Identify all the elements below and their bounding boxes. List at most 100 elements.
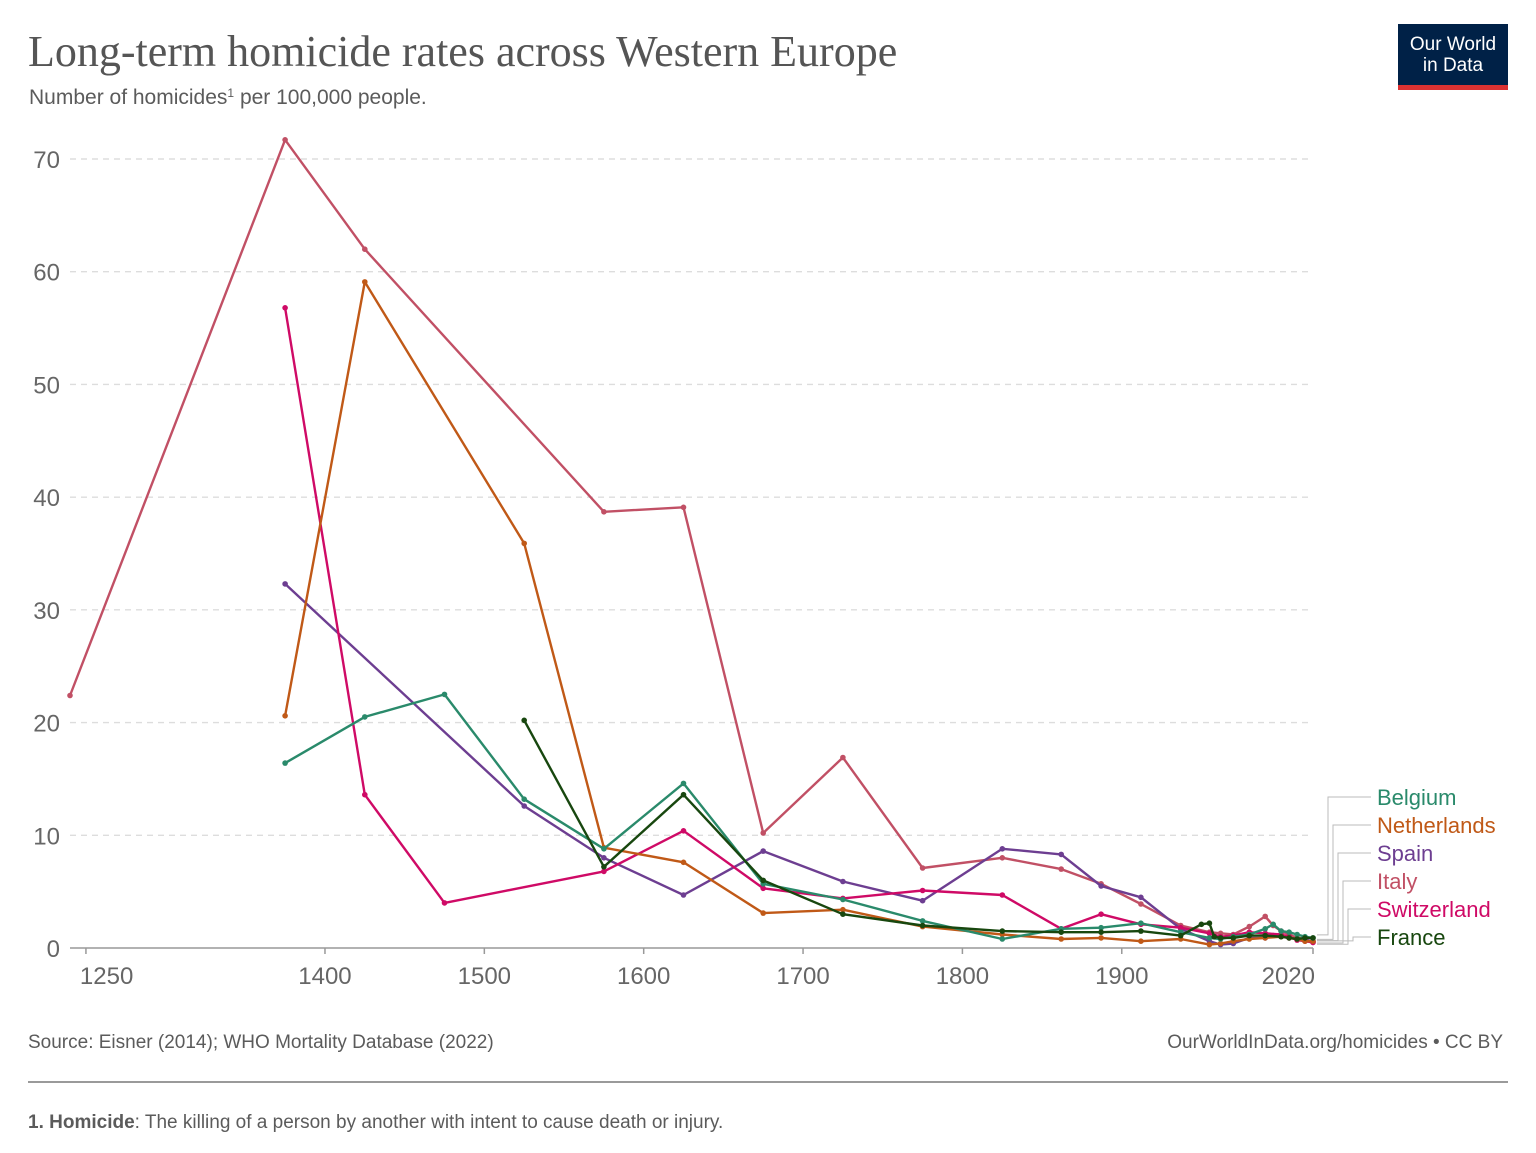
series-belgium[interactable] bbox=[282, 691, 1316, 942]
data-point[interactable] bbox=[1246, 932, 1253, 939]
data-point[interactable] bbox=[840, 906, 846, 913]
data-point[interactable] bbox=[680, 504, 687, 511]
series-netherlands[interactable] bbox=[282, 279, 1316, 948]
data-point[interactable] bbox=[1098, 883, 1104, 889]
data-point[interactable] bbox=[1211, 933, 1217, 940]
data-point[interactable] bbox=[1098, 935, 1104, 941]
data-point[interactable] bbox=[1138, 938, 1144, 944]
subtitle-footnote-marker[interactable]: 1 bbox=[227, 86, 235, 100]
data-point[interactable] bbox=[441, 691, 448, 698]
data-point[interactable] bbox=[282, 581, 288, 587]
data-point[interactable] bbox=[1098, 911, 1104, 917]
data-point[interactable] bbox=[999, 855, 1006, 861]
data-point[interactable] bbox=[840, 878, 846, 885]
data-point[interactable] bbox=[840, 754, 846, 761]
data-point[interactable] bbox=[1098, 924, 1104, 931]
data-point[interactable] bbox=[1206, 930, 1213, 937]
data-point[interactable] bbox=[601, 846, 607, 852]
data-point[interactable] bbox=[362, 279, 368, 285]
data-point[interactable] bbox=[1262, 932, 1268, 939]
data-point[interactable] bbox=[1206, 935, 1213, 941]
legend-label-italy[interactable]: Italy bbox=[1377, 869, 1417, 894]
data-point[interactable] bbox=[362, 791, 368, 798]
data-point[interactable] bbox=[1138, 894, 1144, 901]
data-point[interactable] bbox=[601, 509, 607, 515]
series-france[interactable] bbox=[521, 717, 1316, 942]
data-point[interactable] bbox=[282, 760, 288, 766]
legend-label-netherlands[interactable]: Netherlands bbox=[1377, 813, 1496, 838]
data-point[interactable] bbox=[282, 137, 288, 143]
data-point[interactable] bbox=[1198, 921, 1205, 928]
data-point[interactable] bbox=[1177, 932, 1184, 939]
data-point[interactable] bbox=[282, 305, 288, 311]
data-point[interactable] bbox=[1058, 866, 1064, 872]
series-line[interactable] bbox=[523, 719, 1313, 941]
data-point[interactable] bbox=[680, 828, 687, 834]
legend-label-belgium[interactable]: Belgium bbox=[1377, 785, 1456, 810]
data-point[interactable] bbox=[1217, 940, 1224, 947]
data-point[interactable] bbox=[601, 855, 607, 861]
data-point[interactable] bbox=[1058, 851, 1064, 858]
series-line[interactable] bbox=[284, 693, 1314, 941]
data-point[interactable] bbox=[919, 887, 926, 894]
data-point[interactable] bbox=[521, 540, 527, 547]
data-point[interactable] bbox=[1217, 935, 1224, 941]
owid-logo[interactable]: Our World in Data bbox=[1398, 24, 1508, 90]
data-point[interactable] bbox=[760, 830, 766, 836]
data-point[interactable] bbox=[1206, 920, 1213, 926]
data-point[interactable] bbox=[1278, 933, 1284, 940]
data-point[interactable] bbox=[362, 714, 368, 720]
credit-link[interactable]: OurWorldInData.org/homicides • CC BY bbox=[1167, 1032, 1503, 1053]
data-point[interactable] bbox=[760, 910, 766, 916]
data-point[interactable] bbox=[999, 846, 1006, 852]
data-point[interactable] bbox=[1294, 936, 1300, 942]
data-point[interactable] bbox=[1278, 928, 1284, 934]
data-point[interactable] bbox=[1294, 931, 1300, 938]
data-point[interactable] bbox=[680, 780, 687, 787]
data-point[interactable] bbox=[919, 922, 926, 929]
series-line[interactable] bbox=[283, 280, 1313, 946]
data-point[interactable] bbox=[1098, 929, 1104, 935]
data-point[interactable] bbox=[1138, 901, 1144, 907]
data-point[interactable] bbox=[441, 900, 448, 906]
data-point[interactable] bbox=[760, 877, 766, 884]
data-point[interactable] bbox=[840, 911, 846, 917]
series-italy[interactable] bbox=[67, 137, 1316, 946]
data-point[interactable] bbox=[1302, 935, 1308, 941]
data-point[interactable] bbox=[601, 868, 607, 875]
data-point[interactable] bbox=[1230, 935, 1237, 941]
series-line[interactable] bbox=[68, 138, 1314, 944]
data-point[interactable] bbox=[1058, 936, 1064, 942]
data-point[interactable] bbox=[1270, 921, 1276, 928]
data-point[interactable] bbox=[1310, 935, 1316, 941]
data-point[interactable] bbox=[760, 848, 766, 854]
data-point[interactable] bbox=[840, 896, 846, 903]
legend-label-spain[interactable]: Spain bbox=[1377, 841, 1433, 866]
data-point[interactable] bbox=[999, 892, 1006, 898]
data-point[interactable] bbox=[680, 791, 687, 798]
legend-label-france[interactable]: France bbox=[1377, 925, 1445, 950]
data-point[interactable] bbox=[1138, 928, 1144, 934]
data-point[interactable] bbox=[67, 692, 73, 699]
data-point[interactable] bbox=[282, 713, 288, 719]
data-point[interactable] bbox=[1177, 924, 1184, 931]
data-point[interactable] bbox=[1286, 935, 1292, 941]
data-point[interactable] bbox=[1262, 913, 1268, 920]
data-point[interactable] bbox=[521, 717, 527, 724]
data-point[interactable] bbox=[919, 897, 926, 904]
data-point[interactable] bbox=[1206, 941, 1213, 948]
data-point[interactable] bbox=[760, 885, 766, 892]
data-point[interactable] bbox=[521, 803, 527, 809]
data-point[interactable] bbox=[1246, 923, 1253, 930]
data-point[interactable] bbox=[1138, 920, 1144, 926]
data-point[interactable] bbox=[680, 859, 687, 866]
legend-label-switzerland[interactable]: Switzerland bbox=[1377, 897, 1491, 922]
data-point[interactable] bbox=[919, 865, 926, 871]
data-point[interactable] bbox=[1058, 929, 1064, 935]
data-point[interactable] bbox=[919, 918, 926, 924]
data-point[interactable] bbox=[1286, 929, 1292, 935]
data-point[interactable] bbox=[680, 892, 687, 898]
data-point[interactable] bbox=[521, 796, 527, 802]
data-point[interactable] bbox=[999, 928, 1006, 934]
data-point[interactable] bbox=[362, 246, 368, 252]
